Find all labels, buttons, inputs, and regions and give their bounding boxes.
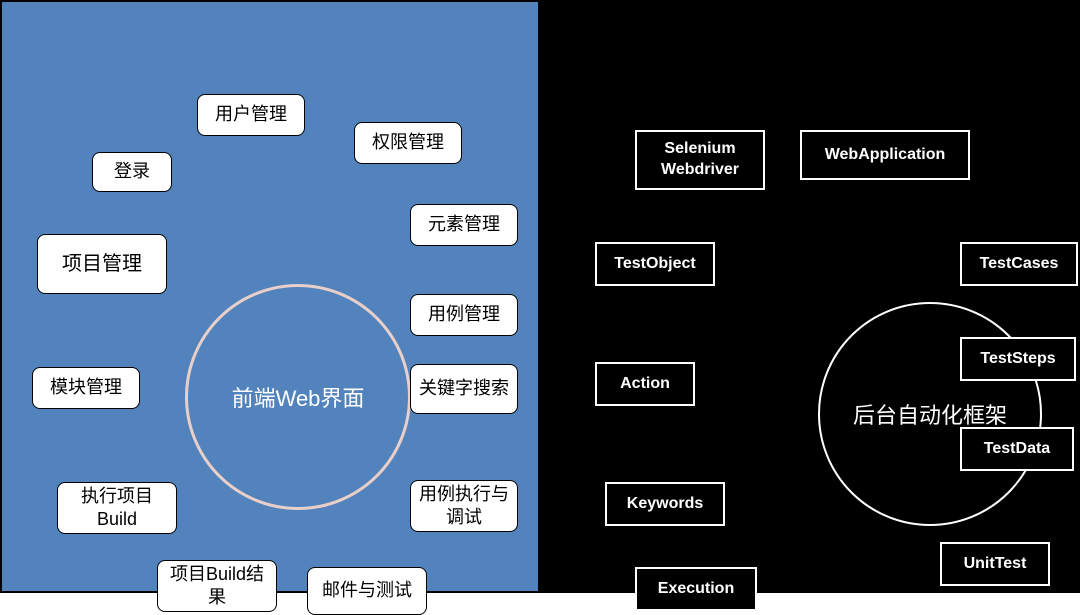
diagram-node: 项目管理: [37, 234, 167, 294]
diagram-node: Keywords: [605, 482, 725, 526]
diagram-node: 邮件与测试: [307, 567, 427, 615]
diagram-node: UnitTest: [940, 542, 1050, 586]
diagram-node: TestSteps: [960, 337, 1076, 381]
diagram-node-label: Execution: [658, 579, 734, 600]
diagram-node-label: 邮件与测试: [322, 579, 412, 602]
diagram-node-label: UnitTest: [964, 554, 1027, 575]
diagram-node-label: WebApplication: [825, 145, 946, 166]
center-circle-label: 后台自动化框架: [853, 398, 1007, 430]
diagram-node: 元素管理: [410, 204, 518, 246]
diagram-node-label: 元素管理: [428, 213, 500, 236]
diagram-node: TestData: [960, 427, 1074, 471]
diagram-node: 模块管理: [32, 367, 140, 409]
diagram-node: WebApplication: [800, 130, 970, 180]
diagram-node: 权限管理: [354, 122, 462, 164]
diagram-node-label: 执行项目Build: [66, 485, 168, 532]
diagram-container: 前端Web界面 用户管理权限管理登录元素管理项目管理用例管理模块管理 关键字搜索执行…: [0, 0, 1080, 593]
diagram-node-label: 关键字搜索: [419, 377, 509, 400]
diagram-node: 用例管理: [410, 294, 518, 336]
diagram-node: TestCases: [960, 242, 1078, 286]
diagram-node-label: 模块管理: [50, 376, 122, 399]
diagram-node-label: TestSteps: [980, 349, 1055, 370]
diagram-node-label: 项目管理: [62, 251, 142, 277]
center-circle: 后台自动化框架: [818, 302, 1042, 526]
left-panel: 前端Web界面 用户管理权限管理登录元素管理项目管理用例管理模块管理 关键字搜索执行…: [2, 2, 540, 591]
diagram-node: 用户管理: [197, 94, 305, 136]
center-circle-label: 前端Web界面: [232, 381, 365, 413]
diagram-node: Action: [595, 362, 695, 406]
diagram-node-label: Selenium Webdriver: [645, 139, 755, 181]
center-circle: 前端Web界面: [185, 284, 411, 510]
diagram-node: 用例执行与调试: [410, 480, 518, 532]
diagram-node-label: Keywords: [627, 494, 703, 515]
diagram-node-label: Action: [620, 374, 670, 395]
diagram-node: 执行项目Build: [57, 482, 177, 534]
diagram-node-label: TestObject: [614, 254, 696, 275]
diagram-node-label: 用例执行与调试: [419, 483, 509, 530]
diagram-node-label: TestData: [984, 439, 1050, 460]
diagram-node: TestObject: [595, 242, 715, 286]
diagram-node-label: 用例管理: [428, 303, 500, 326]
diagram-node-label: 项目Build结果: [166, 563, 268, 610]
diagram-node: Selenium Webdriver: [635, 130, 765, 190]
diagram-node: 关键字搜索: [410, 364, 518, 414]
diagram-node-label: TestCases: [980, 254, 1059, 275]
diagram-node-label: 登录: [114, 160, 150, 183]
right-panel: 后台自动化框架 Selenium Webdriver WebApplication T…: [540, 2, 1078, 591]
diagram-node: Execution: [635, 567, 757, 611]
diagram-node-label: 权限管理: [372, 131, 444, 154]
diagram-node: 项目Build结果: [157, 560, 277, 612]
diagram-node-label: 用户管理: [215, 103, 287, 126]
diagram-node: 登录: [92, 152, 172, 192]
